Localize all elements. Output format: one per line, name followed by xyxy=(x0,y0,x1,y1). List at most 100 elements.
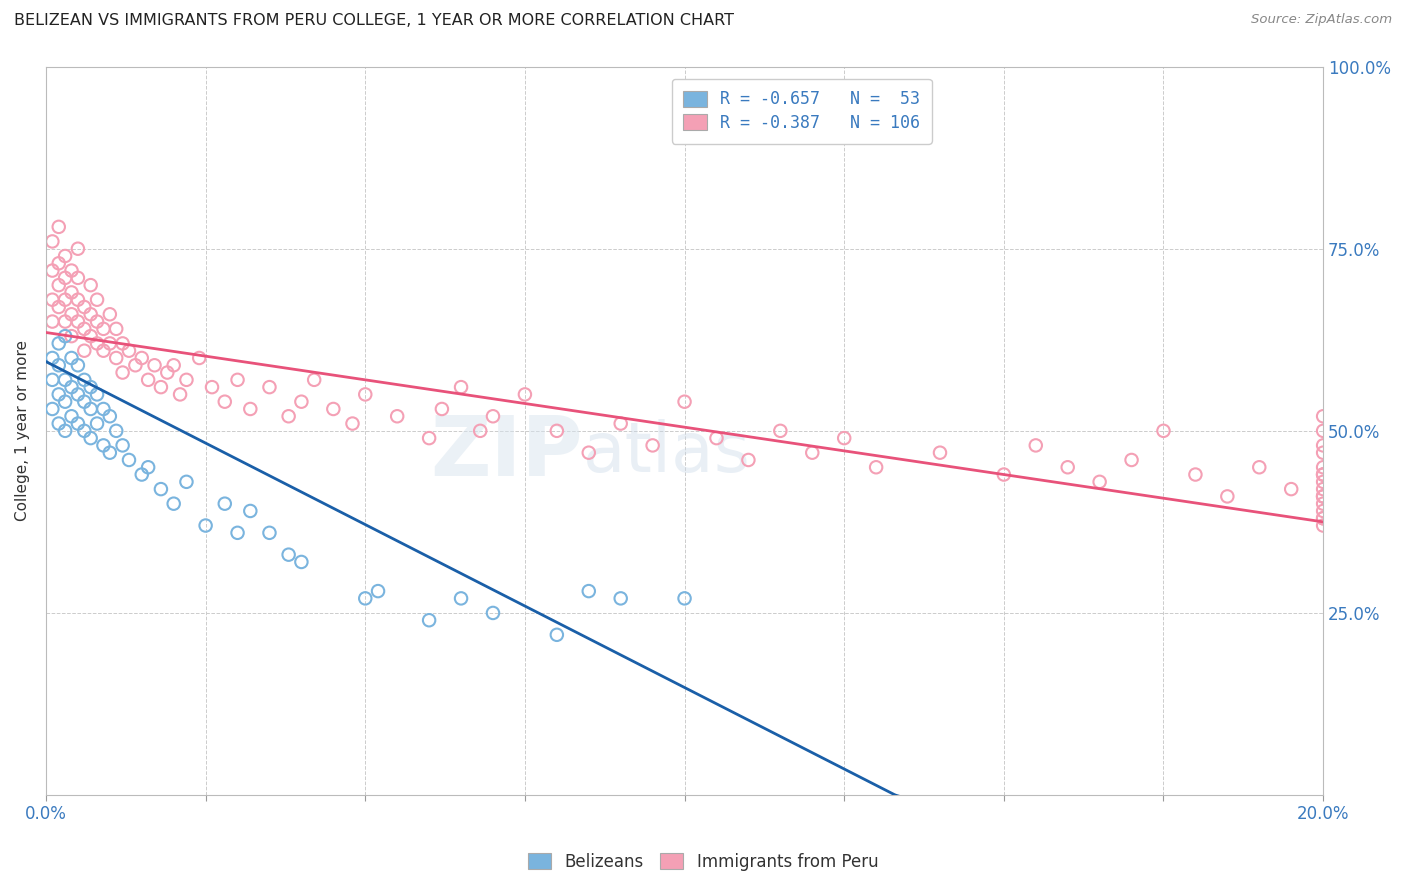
Point xyxy=(111,366,134,380)
Point xyxy=(79,307,101,321)
Point xyxy=(60,285,83,300)
Point xyxy=(1216,489,1239,503)
Point xyxy=(131,467,153,482)
Point xyxy=(176,475,198,489)
Point xyxy=(93,322,115,336)
Legend: R = -0.657   N =  53, R = -0.387   N = 106: R = -0.657 N = 53, R = -0.387 N = 106 xyxy=(672,78,932,144)
Point xyxy=(1312,482,1334,496)
Point xyxy=(48,219,70,234)
Point xyxy=(66,242,89,256)
Point xyxy=(259,525,281,540)
Point xyxy=(98,409,121,424)
Point xyxy=(1312,489,1334,503)
Point xyxy=(609,417,631,431)
Point xyxy=(48,300,70,314)
Point xyxy=(41,293,63,307)
Point xyxy=(53,424,76,438)
Point xyxy=(124,358,146,372)
Point xyxy=(41,373,63,387)
Point xyxy=(1312,489,1334,503)
Point xyxy=(277,548,299,562)
Point xyxy=(53,394,76,409)
Point xyxy=(673,394,696,409)
Point xyxy=(1153,424,1175,438)
Point xyxy=(41,314,63,328)
Point xyxy=(226,525,249,540)
Y-axis label: College, 1 year or more: College, 1 year or more xyxy=(15,341,30,521)
Point xyxy=(865,460,887,475)
Point xyxy=(111,438,134,452)
Point xyxy=(1312,409,1334,424)
Point xyxy=(93,401,115,416)
Point xyxy=(430,401,453,416)
Text: ZIP: ZIP xyxy=(430,412,582,493)
Point xyxy=(450,591,472,606)
Point xyxy=(93,343,115,358)
Point xyxy=(546,628,568,642)
Point xyxy=(769,424,792,438)
Point xyxy=(111,336,134,351)
Point xyxy=(48,358,70,372)
Point xyxy=(450,380,472,394)
Point xyxy=(482,606,505,620)
Point xyxy=(1312,460,1334,475)
Point xyxy=(163,358,186,372)
Point xyxy=(79,380,101,394)
Point xyxy=(1312,445,1334,459)
Point xyxy=(1184,467,1206,482)
Point xyxy=(86,387,108,401)
Point xyxy=(41,401,63,416)
Point xyxy=(48,336,70,351)
Point xyxy=(41,235,63,249)
Point xyxy=(1279,482,1302,496)
Point xyxy=(322,401,344,416)
Text: Source: ZipAtlas.com: Source: ZipAtlas.com xyxy=(1251,13,1392,27)
Point xyxy=(832,431,855,445)
Point xyxy=(53,249,76,263)
Point xyxy=(66,387,89,401)
Point xyxy=(513,387,536,401)
Point xyxy=(73,424,96,438)
Point xyxy=(737,453,759,467)
Point xyxy=(118,343,141,358)
Point xyxy=(149,482,172,496)
Point xyxy=(143,358,166,372)
Point xyxy=(66,417,89,431)
Point xyxy=(302,373,325,387)
Point xyxy=(86,336,108,351)
Point xyxy=(226,373,249,387)
Point xyxy=(60,329,83,343)
Point xyxy=(482,409,505,424)
Point xyxy=(86,293,108,307)
Point xyxy=(1312,467,1334,482)
Point xyxy=(578,445,600,459)
Point xyxy=(53,329,76,343)
Point xyxy=(66,314,89,328)
Point xyxy=(169,387,191,401)
Point xyxy=(48,278,70,293)
Point xyxy=(1312,511,1334,525)
Point xyxy=(1312,467,1334,482)
Point xyxy=(673,591,696,606)
Point xyxy=(1312,438,1334,452)
Point xyxy=(98,445,121,459)
Point xyxy=(1088,475,1111,489)
Point xyxy=(194,518,217,533)
Point xyxy=(66,270,89,285)
Point xyxy=(641,438,664,452)
Point xyxy=(259,380,281,394)
Point xyxy=(98,307,121,321)
Point xyxy=(354,591,377,606)
Point xyxy=(1312,504,1334,518)
Point xyxy=(290,555,312,569)
Point xyxy=(385,409,408,424)
Point xyxy=(290,394,312,409)
Point xyxy=(131,351,153,365)
Point xyxy=(1312,489,1334,503)
Point xyxy=(105,351,128,365)
Point xyxy=(578,584,600,599)
Point xyxy=(79,431,101,445)
Point xyxy=(929,445,952,459)
Point xyxy=(1312,467,1334,482)
Point xyxy=(79,278,101,293)
